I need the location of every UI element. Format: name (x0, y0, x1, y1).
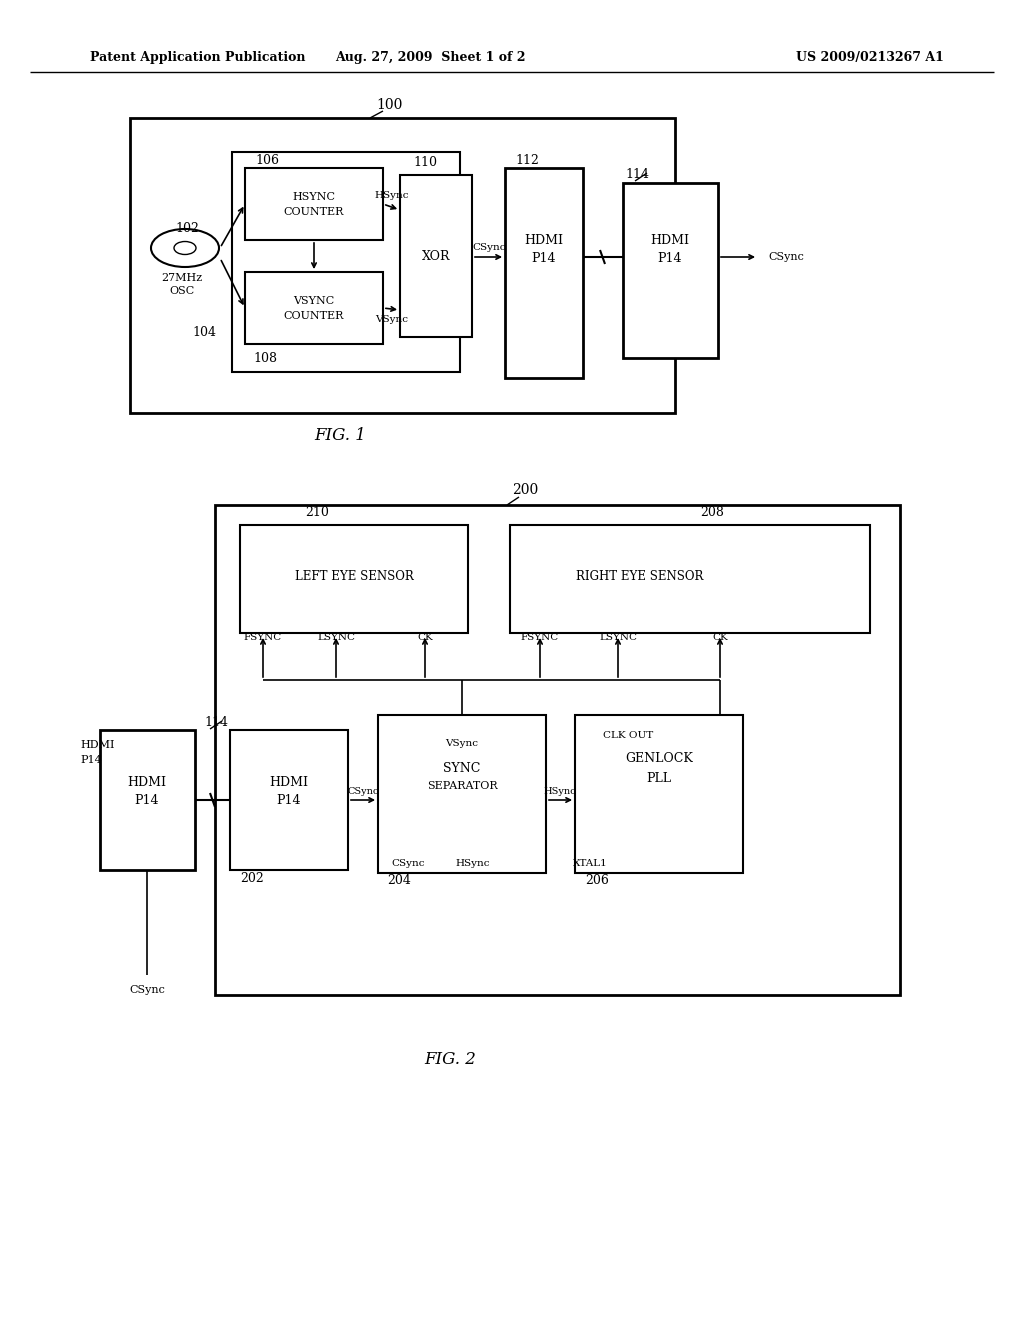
Text: 114: 114 (204, 717, 228, 730)
Bar (245, 168, 383, 240)
Text: CLK OUT: CLK OUT (603, 731, 653, 741)
Ellipse shape (174, 242, 196, 255)
Text: HDMI: HDMI (80, 741, 115, 750)
Text: HSync: HSync (375, 191, 410, 201)
Text: HDMI: HDMI (128, 776, 167, 788)
Bar (230, 730, 348, 870)
Text: 102: 102 (175, 222, 199, 235)
Text: 206: 206 (585, 874, 609, 887)
Text: 208: 208 (700, 507, 724, 520)
Bar (623, 183, 718, 358)
Text: FSYNC: FSYNC (244, 634, 283, 643)
Text: 110: 110 (413, 156, 437, 169)
Text: Aug. 27, 2009  Sheet 1 of 2: Aug. 27, 2009 Sheet 1 of 2 (335, 51, 525, 65)
Text: HDMI: HDMI (650, 234, 689, 247)
Text: CK: CK (712, 634, 728, 643)
Text: HSYNC: HSYNC (293, 191, 336, 202)
Text: LSYNC: LSYNC (317, 634, 355, 643)
Text: OSC: OSC (169, 286, 195, 296)
Text: FSYNC: FSYNC (521, 634, 559, 643)
Bar (510, 525, 870, 634)
Bar (215, 506, 900, 995)
Text: P14: P14 (276, 793, 301, 807)
Bar (400, 176, 472, 337)
Text: CSync: CSync (391, 859, 425, 869)
Text: GENLOCK: GENLOCK (625, 751, 693, 764)
Text: VSYNC: VSYNC (293, 296, 335, 306)
Text: XOR: XOR (422, 251, 451, 264)
Text: 204: 204 (387, 874, 411, 887)
Text: SYNC: SYNC (443, 762, 480, 775)
Bar (232, 152, 460, 372)
Bar (240, 525, 468, 634)
Text: CSync: CSync (472, 243, 506, 252)
Text: SEPARATOR: SEPARATOR (427, 781, 498, 791)
Text: P14: P14 (657, 252, 682, 264)
Text: 200: 200 (512, 483, 539, 498)
Text: CSync: CSync (768, 252, 804, 261)
Text: 210: 210 (305, 507, 329, 520)
Ellipse shape (151, 228, 219, 267)
Text: HDMI: HDMI (269, 776, 308, 788)
Text: US 2009/0213267 A1: US 2009/0213267 A1 (796, 51, 944, 65)
Text: P14: P14 (80, 755, 101, 766)
Text: CSync: CSync (129, 985, 165, 995)
Text: 108: 108 (253, 351, 278, 364)
Text: 106: 106 (255, 153, 279, 166)
Text: 104: 104 (193, 326, 216, 338)
Text: LSYNC: LSYNC (599, 634, 637, 643)
Bar (505, 168, 583, 378)
Text: 112: 112 (515, 153, 539, 166)
Text: COUNTER: COUNTER (284, 312, 344, 321)
Text: HSync: HSync (456, 859, 490, 869)
Text: P14: P14 (135, 793, 160, 807)
Text: 27MHz: 27MHz (162, 273, 203, 282)
Text: XTAL1: XTAL1 (572, 859, 607, 869)
Text: HDMI: HDMI (524, 234, 563, 247)
Bar (130, 117, 675, 413)
Text: FIG. 2: FIG. 2 (424, 1052, 476, 1068)
Text: PLL: PLL (646, 771, 672, 784)
Text: VSync: VSync (376, 315, 409, 325)
Bar (575, 715, 743, 873)
Text: CSync: CSync (347, 788, 379, 796)
Text: Patent Application Publication: Patent Application Publication (90, 51, 305, 65)
Text: 114: 114 (625, 169, 649, 181)
Text: RIGHT EYE SENSOR: RIGHT EYE SENSOR (577, 570, 703, 583)
Text: FIG. 1: FIG. 1 (314, 426, 366, 444)
Bar (100, 730, 195, 870)
Text: VSync: VSync (445, 739, 478, 748)
Text: CK: CK (417, 634, 433, 643)
Bar (245, 272, 383, 345)
Bar (378, 715, 546, 873)
Text: 202: 202 (240, 871, 264, 884)
Text: 100: 100 (377, 98, 403, 112)
Text: LEFT EYE SENSOR: LEFT EYE SENSOR (295, 570, 414, 583)
Text: COUNTER: COUNTER (284, 207, 344, 216)
Text: HSync: HSync (544, 788, 577, 796)
Text: P14: P14 (531, 252, 556, 264)
